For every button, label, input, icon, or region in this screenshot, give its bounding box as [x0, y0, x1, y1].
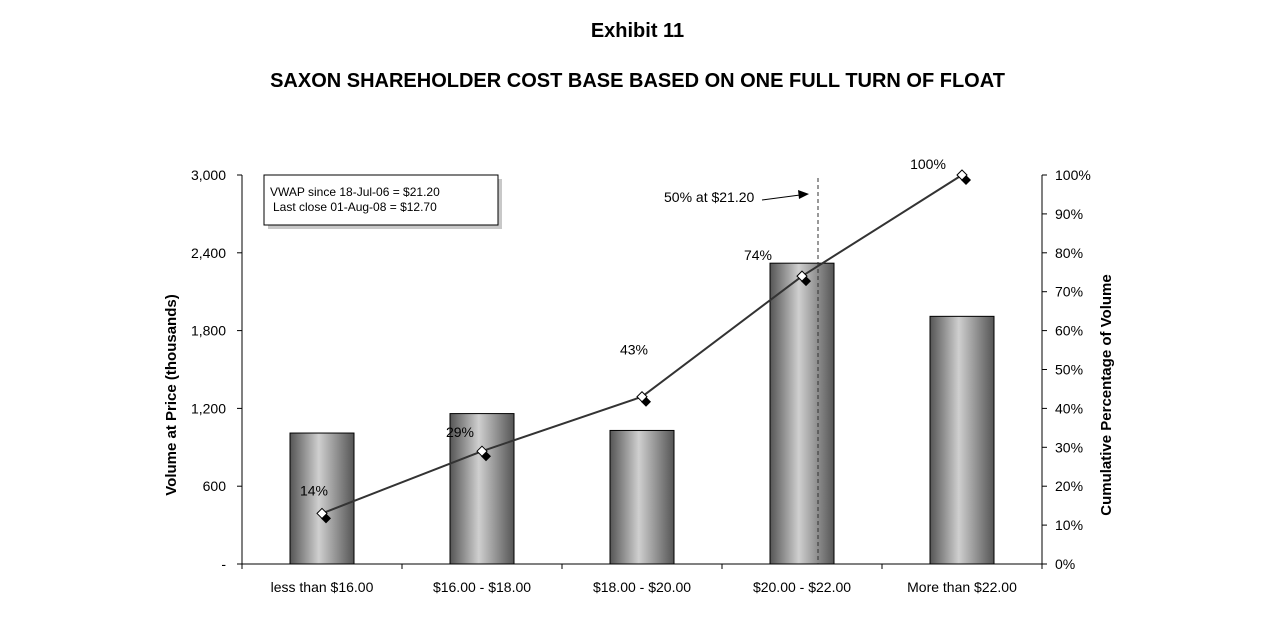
line-data-label: 14%	[300, 482, 328, 498]
line-marker	[636, 391, 648, 403]
exhibit-label: Exhibit 11	[590, 20, 685, 42]
y2-tick-label: 80%	[1055, 245, 1083, 261]
y-tick-label: 1,800	[191, 323, 226, 339]
y-tick-label: 600	[203, 478, 227, 494]
line-data-label: 100%	[910, 156, 946, 172]
y-tick-label: 2,400	[191, 245, 226, 261]
x-tick-label: less than $16.00	[271, 579, 374, 595]
bar	[289, 432, 355, 565]
line-data-label: 74%	[744, 247, 772, 263]
bar	[449, 413, 515, 565]
line-marker	[956, 169, 968, 181]
legend-box	[263, 174, 499, 226]
bar	[769, 262, 835, 565]
legend-close-text: Last close 01-Aug-08 = $12.70	[273, 200, 437, 214]
y-tick-label: 1,200	[191, 400, 226, 416]
line-data-label: 43%	[620, 342, 648, 358]
annotation-arrow-line	[761, 194, 801, 201]
x-tick-label: $20.00 - $22.00	[753, 579, 851, 595]
line-marker	[476, 445, 488, 457]
y2-tick-label: 30%	[1055, 439, 1083, 455]
bar	[609, 429, 675, 565]
x-tick-label: $16.00 - $18.00	[433, 579, 531, 595]
x-tick-label: $18.00 - $20.00	[593, 579, 691, 595]
y2-tick-label: 0%	[1055, 556, 1075, 572]
line-data-label: 29%	[446, 424, 474, 440]
y2-tick-label: 20%	[1055, 478, 1083, 494]
line-marker	[316, 507, 328, 520]
y2-tick-label: 60%	[1055, 323, 1083, 339]
chart-title: SAXON SHAREHOLDER COST BASE BASED ON ONE…	[270, 70, 1005, 92]
y2-tick-label: 10%	[1055, 517, 1083, 533]
line-marker	[796, 270, 808, 282]
x-tick-label: More than $22.00	[907, 579, 1017, 595]
annotation-50pct-text: 50% at $21.20	[664, 189, 755, 205]
y2-axis-title: Cumulative Percentage of Volume	[1098, 274, 1115, 515]
annotation-arrowhead	[798, 190, 809, 199]
y2-tick-label: 100%	[1055, 167, 1091, 183]
y2-tick-label: 50%	[1055, 362, 1083, 378]
y2-tick-label: 90%	[1055, 206, 1083, 222]
y2-tick-label: 70%	[1055, 284, 1083, 300]
y-tick-label: 3,000	[191, 167, 226, 183]
y2-tick-label: 40%	[1055, 400, 1083, 416]
y-axis-title: Volume at Price (thousands)	[163, 294, 180, 495]
legend-vwap-text: VWAP since 18-Jul-06 = $21.20	[270, 185, 440, 199]
y-tick-label: -	[221, 556, 226, 572]
bar	[929, 315, 995, 565]
